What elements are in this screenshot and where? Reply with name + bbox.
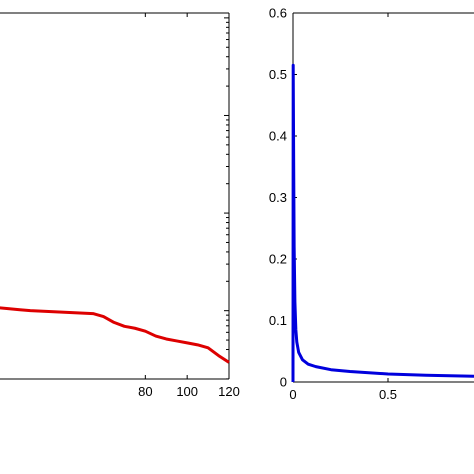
right-y-tick-label: 0.3 (269, 190, 287, 205)
left-series-line (0, 306, 230, 364)
right-y-tick-label: 0.6 (269, 6, 287, 21)
right-y-tick-label: 0.5 (269, 67, 287, 82)
left-x-tick-label: 80 (138, 384, 152, 399)
right-y-tick-label: 0.4 (269, 129, 287, 144)
left-plot: 80 100 120 (0, 12, 240, 399)
right-y-tick-label: 0 (280, 375, 287, 390)
right-plot: 00.10.20.30.40.50.600.511.5 (269, 6, 474, 402)
right-x-tick-label: 0.5 (379, 387, 397, 402)
left-x-tick-label: 120 (218, 384, 240, 399)
right-y-tick-label: 0.2 (269, 252, 287, 267)
right-x-tick-label: 0 (289, 387, 296, 402)
right-y-tick-label: 0.1 (269, 313, 287, 328)
left-x-tick-label: 100 (176, 384, 198, 399)
right-series-line (291, 63, 474, 383)
